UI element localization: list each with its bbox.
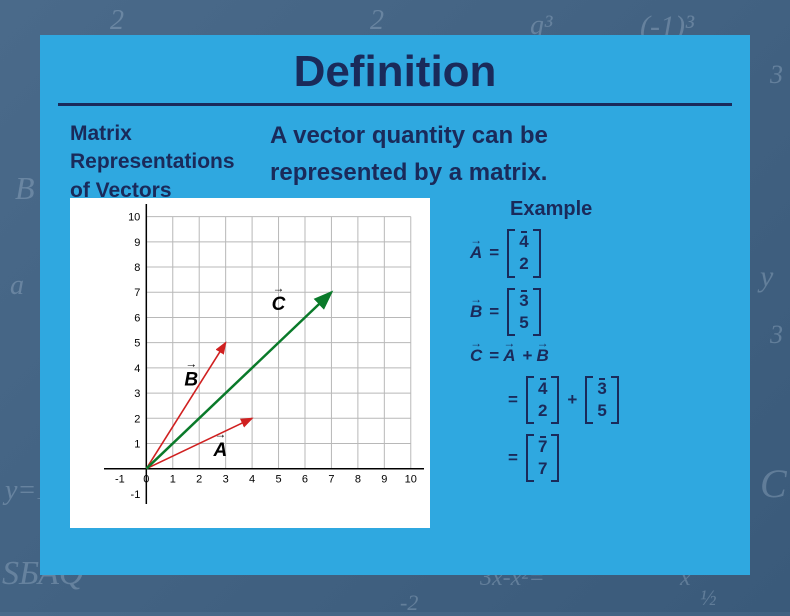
definition-column: A vector quantity can be represented by … [270,120,730,528]
card-body: Matrix Representations of Vectors A vect… [40,120,750,528]
vec-A-name: →A [470,243,482,263]
definition-line-2: represented by a matrix. [270,157,730,188]
svg-text:6: 6 [134,313,140,325]
svg-text:10: 10 [128,212,140,224]
eq-A: →A = 42 [470,229,730,277]
vec-C-name: →C [470,346,482,366]
svg-text:→: → [273,281,285,295]
svg-text:5: 5 [275,474,281,486]
svg-text:9: 9 [381,474,387,486]
svg-text:2: 2 [196,474,202,486]
divider [58,103,732,106]
term-line-2: Representations [70,148,270,176]
matrix-C: 77 [526,434,559,482]
svg-text:8: 8 [134,262,140,274]
svg-text:-1: -1 [131,489,141,501]
term-line-1: Matrix [70,120,270,148]
content-row: -1012345678910-112345678910A→B→C→ Exampl… [270,198,730,528]
svg-text:→: → [185,357,197,371]
svg-text:3: 3 [134,388,140,400]
svg-text:-1: -1 [115,474,125,486]
svg-text:0: 0 [143,474,149,486]
svg-text:B: B [184,370,198,391]
definition-line-1: A vector quantity can be [270,120,730,151]
svg-text:1: 1 [170,474,176,486]
svg-text:C: C [272,294,286,315]
eq-B: →B = 35 [470,288,730,336]
svg-text:7: 7 [328,474,334,486]
svg-text:8: 8 [355,474,361,486]
eq-C-formula: →C = →A + →B [470,346,730,366]
svg-text:5: 5 [134,338,140,350]
svg-text:4: 4 [134,363,140,375]
example-column: Example →A = 42 →B = [430,198,730,492]
eq-C-result: = 77 [504,434,730,482]
matrix-B: 35 [507,288,540,336]
svg-text:7: 7 [134,288,140,300]
svg-text:9: 9 [134,237,140,249]
vec-B-name: →B [470,302,482,322]
card-title: Definition [40,35,750,103]
svg-text:2: 2 [134,414,140,426]
matrix-A: 42 [507,229,540,277]
svg-text:6: 6 [302,474,308,486]
svg-text:4: 4 [249,474,255,486]
svg-text:A: A [212,440,227,461]
svg-text:1: 1 [134,439,140,451]
eq-C-expand: = 42 + 35 [504,376,730,424]
svg-text:→: → [214,427,226,441]
example-label: Example [510,198,730,221]
definition-card: Definition Matrix Representations of Vec… [40,35,750,575]
vector-chart: -1012345678910-112345678910A→B→C→ [70,198,430,528]
svg-text:3: 3 [223,474,229,486]
svg-text:10: 10 [405,474,417,486]
